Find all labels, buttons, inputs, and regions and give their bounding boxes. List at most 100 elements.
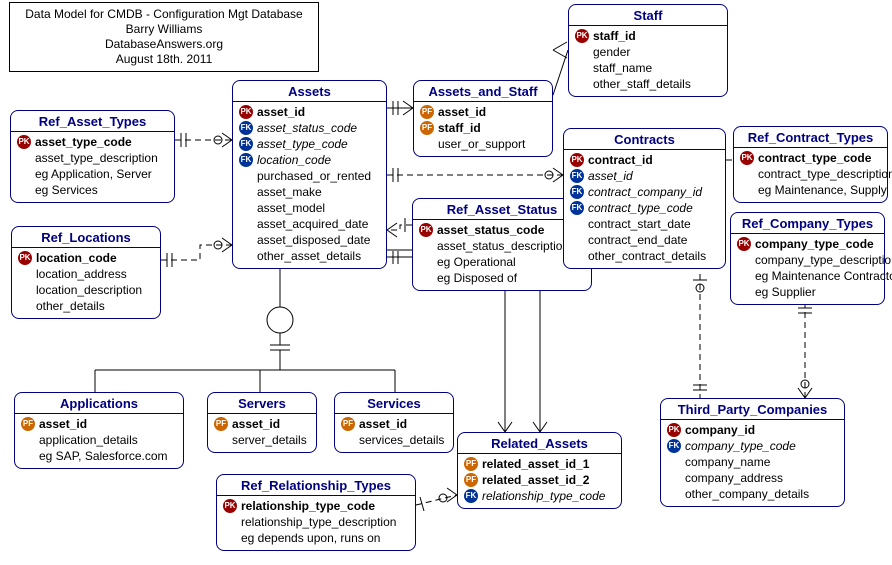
attr-text: services_details (359, 432, 444, 448)
attr-text: other_asset_details (257, 248, 361, 264)
attr-text: company_type_code (755, 236, 874, 252)
entity-title-ref_relationship_types: Ref_Relationship_Types (217, 475, 415, 496)
attr-row: company_type_description (737, 252, 878, 268)
attr-row: other_contract_details (570, 248, 719, 264)
attr-row: eg SAP, Salesforce.com (21, 448, 177, 464)
attr-row: PKasset_type_code (17, 134, 168, 150)
attr-row: FK contract_type_code (570, 200, 719, 216)
attr-row: PF asset_id (341, 416, 447, 432)
attr-text: contract_type_description (758, 166, 892, 182)
attr-text: asset_disposed_date (257, 232, 370, 248)
fk-icon: FK (667, 439, 681, 453)
entity-servers: ServersPFasset_idserver_details (207, 392, 317, 453)
attr-row: other_staff_details (575, 76, 721, 92)
attr-text: eg Maintenance Contractor (755, 268, 892, 284)
attr-row: asset_acquired_date (239, 216, 380, 232)
attr-row: eg Maintenance, Supply (740, 182, 881, 198)
pk-icon: PK (570, 153, 584, 167)
attr-text: contract_id (588, 152, 653, 168)
icon-spacer (18, 267, 32, 281)
attr-text: eg Maintenance, Supply (758, 182, 887, 198)
attr-text: staff_id (593, 28, 636, 44)
entity-body-applications: PFasset_idapplication_detailseg SAP, Sal… (15, 414, 183, 468)
attr-text: asset_id (257, 104, 305, 120)
attr-row: asset_type_description (17, 150, 168, 166)
pf-icon: PF (420, 105, 434, 119)
icon-spacer (239, 217, 253, 231)
attr-text: company_id (685, 422, 755, 438)
attr-row: contract_start_date (570, 216, 719, 232)
pk-icon: PK (223, 499, 237, 513)
attr-text: related_asset_id_2 (482, 472, 589, 488)
icon-spacer (21, 433, 35, 447)
icon-spacer (223, 515, 237, 529)
attr-text: asset_type_description (35, 150, 158, 166)
entity-title-ref_company_types: Ref_Company_Types (731, 213, 884, 234)
attr-text: staff_id (438, 120, 481, 136)
icon-spacer (341, 433, 355, 447)
attr-row: application_details (21, 432, 177, 448)
pf-icon: PF (21, 417, 35, 431)
attr-row: company_address (667, 470, 838, 486)
attr-row: PK contract_id (570, 152, 719, 168)
icon-spacer (419, 255, 433, 269)
attr-row: location_address (18, 266, 154, 282)
pk-icon: PK (740, 151, 754, 165)
entity-title-applications: Applications (15, 393, 183, 414)
attr-row: PFrelated_asset_id_2 (464, 472, 615, 488)
attr-row: PKlocation_code (18, 250, 154, 266)
entity-services: ServicesPFasset_idservices_details (334, 392, 454, 453)
icon-spacer (737, 285, 751, 299)
entity-body-servers: PFasset_idserver_details (208, 414, 316, 452)
attr-text: asset_status_code (437, 222, 544, 238)
attr-text: asset_id (588, 168, 633, 184)
attr-text: eg Supplier (755, 284, 816, 300)
icon-spacer (239, 169, 253, 183)
icon-spacer (667, 471, 681, 485)
fk-icon: FK (570, 201, 584, 215)
attr-row: PK contract_type_code (740, 150, 881, 166)
entity-body-third_party_companies: PKcompany_idFKcompany_type_codecompany_n… (661, 420, 844, 506)
icon-spacer (239, 233, 253, 247)
entity-body-ref_locations: PKlocation_codelocation_addresslocation_… (12, 248, 160, 318)
pf-icon: PF (341, 417, 355, 431)
entity-ref_contract_types: Ref_Contract_TypesPKcontract_type_codeco… (733, 126, 888, 203)
icon-spacer (17, 183, 31, 197)
fk-icon: FK (570, 185, 584, 199)
attr-text: asset_model (257, 200, 325, 216)
pk-icon: PK (239, 105, 253, 119)
entity-ref_locations: Ref_LocationsPKlocation_codelocation_add… (11, 226, 161, 319)
attr-text: contract_type_code (588, 200, 693, 216)
attr-row: PKstaff_id (575, 28, 721, 44)
attr-row: PFasset_id (214, 416, 310, 432)
attr-text: gender (593, 44, 630, 60)
entity-body-assets: PKasset_idFKasset_status_codeFKasset_typ… (233, 102, 386, 268)
title-line-4: August 18th. 2011 (20, 52, 308, 67)
entity-title-third_party_companies: Third_Party_Companies (661, 399, 844, 420)
attr-text: company_type_description (755, 252, 892, 268)
attr-text: eg Operational (437, 254, 516, 270)
entity-body-ref_company_types: PKcompany_type_codecompany_type_descript… (731, 234, 884, 304)
attr-text: server_details (232, 432, 307, 448)
attr-text: application_details (39, 432, 138, 448)
entity-assets: AssetsPKasset_idFKasset_status_codeFKass… (232, 80, 387, 269)
attr-text: eg SAP, Salesforce.com (39, 448, 168, 464)
attr-row: eg Maintenance Contractor (737, 268, 878, 284)
fk-icon: FK (239, 153, 253, 167)
attr-text: eg Application, Server (35, 166, 152, 182)
entity-title-ref_asset_types: Ref_Asset_Types (11, 111, 174, 132)
icon-spacer (419, 239, 433, 253)
attr-row: PFasset_id (420, 104, 546, 120)
icon-spacer (570, 217, 584, 231)
attr-text: asset_id (359, 416, 407, 432)
attr-text: related_asset_id_1 (482, 456, 589, 472)
attr-text: other_details (36, 298, 105, 314)
title-line-2: Barry Williams (20, 22, 308, 37)
entity-ref_relationship_types: Ref_Relationship_TypesPKrelationship_typ… (216, 474, 416, 551)
attr-text: asset_make (257, 184, 322, 200)
entity-title-servers: Servers (208, 393, 316, 414)
pk-icon: PK (18, 251, 32, 265)
icon-spacer (419, 271, 433, 285)
attr-text: contract_type_code (758, 150, 871, 166)
attr-row: FKasset_id (570, 168, 719, 184)
